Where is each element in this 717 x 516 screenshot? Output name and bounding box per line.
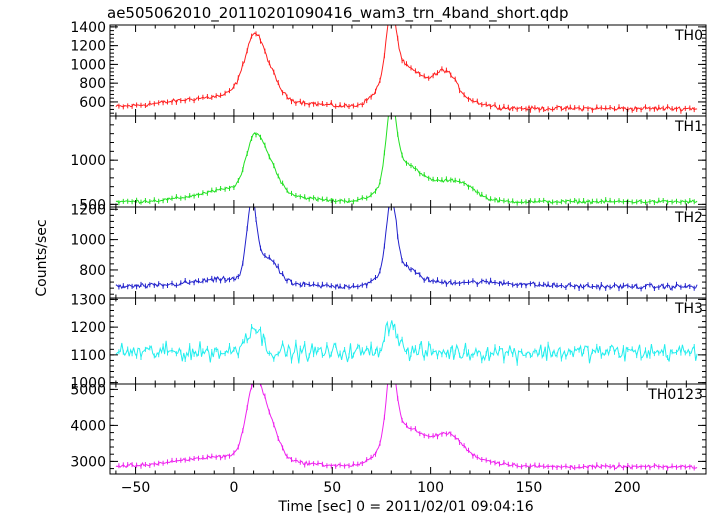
y-tick-label: 800	[79, 263, 106, 279]
series-line-th3	[115, 320, 698, 364]
panel-label-th3: TH3	[674, 301, 703, 317]
panels-group: 600 800 1000 1200 1400 TH0 500 1000 TH1 800 1000 12…	[70, 20, 707, 475]
y-tick-label: 4000	[70, 418, 106, 434]
panel-frame	[109, 206, 707, 299]
x-tick-label: 150	[516, 480, 543, 496]
chart-title: ae505062010_20110201090416_wam3_trn_4ban…	[107, 4, 569, 23]
y-tick-label: 1000	[70, 57, 106, 73]
panel-th1: 500 1000 TH1	[70, 115, 707, 213]
x-tick-label: 50	[323, 480, 341, 496]
x-axis: −50 0 50 100 150 200	[121, 480, 641, 496]
y-tick-label: 500	[79, 197, 106, 213]
y-tick-label: 1300	[70, 292, 106, 308]
panel-label-th2: TH2	[674, 210, 703, 226]
y-tick-label: 1000	[70, 233, 106, 249]
x-tick-label: 100	[417, 480, 444, 496]
x-tick-label: 200	[614, 480, 641, 496]
series-line-th1	[115, 116, 698, 205]
panel-frame	[109, 24, 707, 117]
panel-frame	[109, 383, 707, 475]
y-tick-label: 1200	[70, 202, 106, 218]
y-axis-label: Counts/sec	[34, 219, 50, 296]
x-axis-label: Time [sec] 0 = 2011/02/01 09:04:16	[277, 499, 533, 515]
series-line-th0123	[115, 384, 698, 470]
panel-th0: 600 800 1000 1200 1400 TH0	[70, 20, 707, 117]
panel-th3: 1000 1100 1200 1300 TH3	[70, 292, 707, 392]
panel-th0123: 3000 4000 5000 TH0123	[70, 382, 707, 475]
y-tick-label: 1400	[70, 20, 106, 36]
y-tick-label: 1000	[70, 153, 106, 169]
error-bars-th3	[118, 324, 695, 366]
error-bars-th0123	[118, 384, 695, 471]
series-line-th2	[115, 207, 698, 292]
y-tick-label: 1200	[70, 39, 106, 55]
x-tick-label: −50	[121, 480, 151, 496]
panel-label-th0123: TH0123	[647, 387, 703, 403]
y-tick-label: 600	[79, 95, 106, 111]
series-line-th0	[115, 25, 698, 112]
y-tick-label: 1200	[70, 320, 106, 336]
panel-frame	[109, 115, 707, 208]
y-tick-label: 800	[79, 76, 106, 92]
y-tick-label: 1100	[70, 348, 106, 364]
panel-frame	[109, 297, 707, 385]
y-tick-label: 1000	[70, 376, 106, 392]
y-tick-label: 3000	[70, 454, 106, 470]
panel-label-th0: TH0	[674, 28, 703, 44]
x-tick-label: 0	[229, 480, 238, 496]
panel-th2: 800 1000 1200 TH2	[70, 202, 707, 299]
y-tick-label: 5000	[70, 382, 106, 398]
panel-label-th1: TH1	[674, 119, 703, 135]
